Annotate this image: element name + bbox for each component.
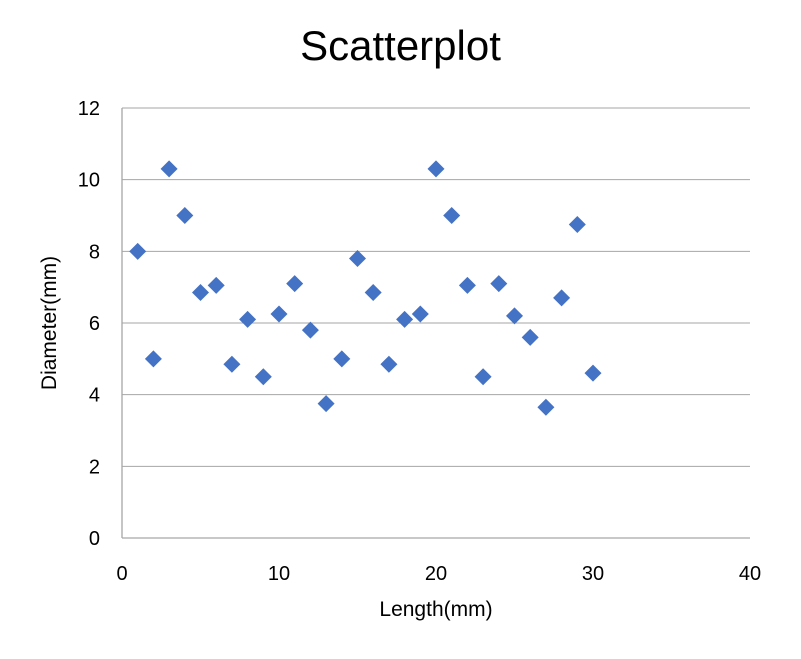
data-point: [506, 307, 523, 325]
data-point: [317, 395, 335, 413]
data-point: [207, 276, 225, 294]
x-tick-label: 20: [425, 563, 447, 585]
y-tick-label: 6: [89, 313, 100, 335]
data-point: [396, 310, 414, 328]
data-point: [349, 250, 366, 267]
data-point: [411, 305, 429, 323]
x-tick-label: 30: [582, 563, 604, 585]
data-point: [192, 284, 209, 302]
data-point: [490, 275, 508, 293]
data-point: [427, 160, 445, 178]
data-point: [364, 284, 382, 302]
axes: [121, 108, 750, 539]
data-point: [553, 289, 571, 307]
data-point: [239, 310, 257, 328]
y-tick-label: 2: [89, 456, 100, 478]
data-point: [176, 207, 194, 224]
y-tick-labels: 0 2 4 6 8 10 12: [78, 98, 100, 550]
x-tick-labels: 0 10 20 30 40: [116, 563, 761, 585]
x-axis-title: Length(mm): [379, 598, 492, 621]
data-point: [144, 350, 162, 368]
data-point: [521, 328, 539, 346]
y-tick-label: 12: [78, 98, 100, 120]
data-point: [223, 355, 241, 373]
data-point: [333, 350, 351, 368]
data-point: [254, 368, 272, 386]
y-tick-label: 0: [89, 528, 100, 550]
data-point: [568, 215, 586, 233]
data-point: [380, 355, 398, 373]
x-tick-label: 10: [268, 563, 290, 585]
gridlines: [122, 107, 750, 467]
data-point: [584, 364, 602, 382]
x-tick-label: 40: [739, 563, 761, 585]
y-tick-label: 8: [89, 241, 100, 263]
y-tick-label: 10: [78, 170, 100, 192]
data-point: [443, 207, 461, 224]
data-points: [129, 160, 602, 416]
data-point: [537, 398, 555, 416]
data-point: [301, 321, 319, 339]
chart-title: Scatterplot: [300, 22, 501, 69]
data-point: [270, 305, 288, 323]
data-point: [129, 242, 147, 260]
data-point: [474, 368, 492, 386]
y-tick-label: 4: [89, 385, 100, 407]
data-point: [160, 160, 178, 178]
x-tick-label: 0: [116, 563, 127, 585]
data-point: [458, 276, 476, 294]
y-axis-title: Diameter(mm): [38, 256, 61, 390]
data-point: [286, 275, 304, 293]
